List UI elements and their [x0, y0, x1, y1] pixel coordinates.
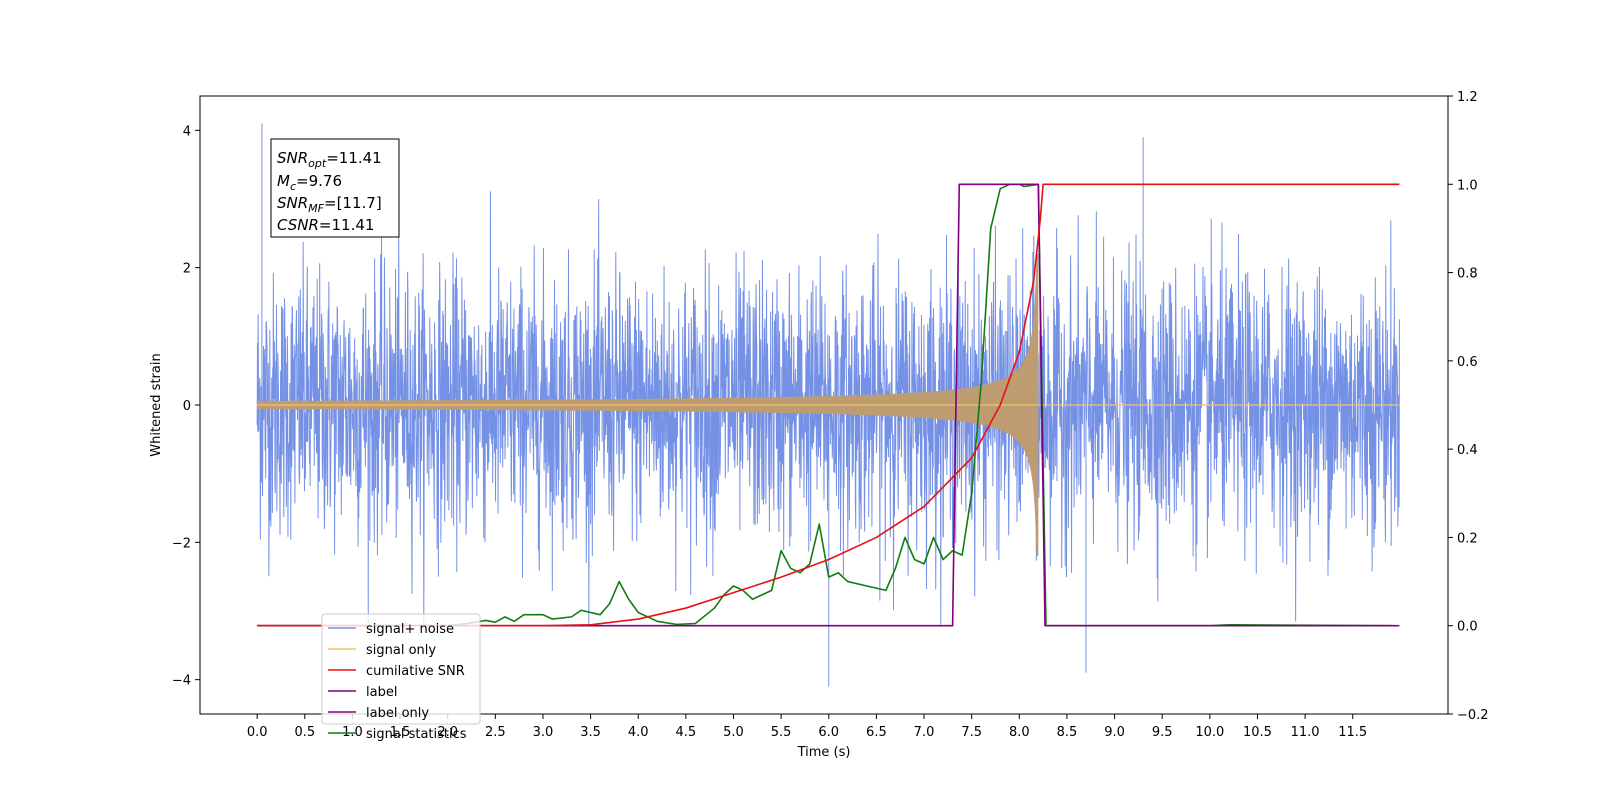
y-right-tick-label: 0.4: [1457, 443, 1478, 458]
x-tick-label: 3.0: [533, 725, 554, 740]
x-tick-label: 3.5: [580, 725, 601, 740]
series-layer: [256, 123, 1400, 687]
x-tick-label: 8.0: [1009, 725, 1030, 740]
legend-entry: signal statistics: [366, 727, 467, 742]
y-left-tick-label: 4: [183, 124, 191, 139]
x-tick-label: 10.0: [1195, 725, 1224, 740]
x-tick-label: 2.0: [437, 725, 458, 740]
x-tick-label: 0.0: [247, 725, 268, 740]
series-signal-plus-noise: [256, 123, 1400, 687]
snr-mf-annotation: SNRMF=[11.7]: [277, 194, 382, 215]
x-tick-label: 6.0: [818, 725, 839, 740]
x-tick-label: 7.5: [961, 725, 982, 740]
legend-entry: signal only: [366, 643, 436, 658]
x-tick-label: 11.5: [1338, 725, 1367, 740]
y-right-tick-label: 0.2: [1457, 531, 1478, 546]
y-right-tick-label: 0.8: [1457, 267, 1478, 282]
legend-entry: label: [366, 685, 397, 700]
x-tick-label: 11.0: [1291, 725, 1320, 740]
y-left-tick-label: 0: [183, 399, 191, 414]
series-signal-statistics: [257, 183, 1391, 627]
y-left-tick-label: −2: [172, 536, 191, 551]
x-tick-label: 5.0: [723, 725, 744, 740]
x-tick-label: 0.5: [294, 725, 315, 740]
x-tick-label: 9.0: [1104, 725, 1125, 740]
y-right-tick-label: 0.0: [1457, 620, 1478, 635]
x-axis-label: Time (s): [797, 745, 851, 760]
y-left-tick-label: 2: [183, 262, 191, 277]
x-tick-label: 1.5: [390, 725, 411, 740]
x-tick-label: 7.0: [914, 725, 935, 740]
x-tick-label: 4.5: [676, 725, 697, 740]
legend-box: [321, 613, 481, 725]
x-tick-label: 4.0: [628, 725, 649, 740]
x-tick-label: 8.5: [1057, 725, 1078, 740]
legend-entry: cumilative SNR: [366, 664, 465, 679]
x-tick-label: 6.5: [866, 725, 887, 740]
y-left-tick-label: −4: [172, 674, 191, 689]
legend: signal+ noise signal only cumilative SNR la…: [321, 613, 481, 742]
y-axis-label: Whitened strain: [149, 353, 164, 456]
chirp-mass-annotation: Mc=9.76: [277, 172, 342, 193]
series-cumulative-snr: [257, 183, 1400, 627]
series-label: [257, 183, 1400, 627]
y-right-tick-label: −0.2: [1457, 708, 1489, 723]
y-right-tick-label: 0.6: [1457, 355, 1478, 370]
y-right-tick-label: 1.2: [1457, 90, 1478, 105]
y-right-axis-ticks: −0.2 0.0 0.2 0.4 0.6 0.8 1.0 1.2: [1448, 90, 1489, 723]
x-tick-label: 5.5: [771, 725, 792, 740]
x-tick-label: 9.5: [1152, 725, 1173, 740]
stats-annotation-box: SNRopt=11.41 Mc=9.76 SNRMF=[11.7] CSNR=1…: [270, 138, 400, 238]
y-right-tick-label: 1.0: [1457, 178, 1478, 193]
legend-entry: signal+ noise: [366, 622, 454, 637]
csnr-annotation: CSNR=11.41: [277, 216, 374, 234]
y-left-axis-ticks: −4 −2 0 2 4: [172, 124, 200, 689]
legend-entry: label only: [366, 706, 429, 721]
x-tick-label: 2.5: [485, 725, 506, 740]
snr-opt-annotation: SNRopt=11.41: [277, 149, 382, 170]
x-tick-label: 10.5: [1243, 725, 1272, 740]
